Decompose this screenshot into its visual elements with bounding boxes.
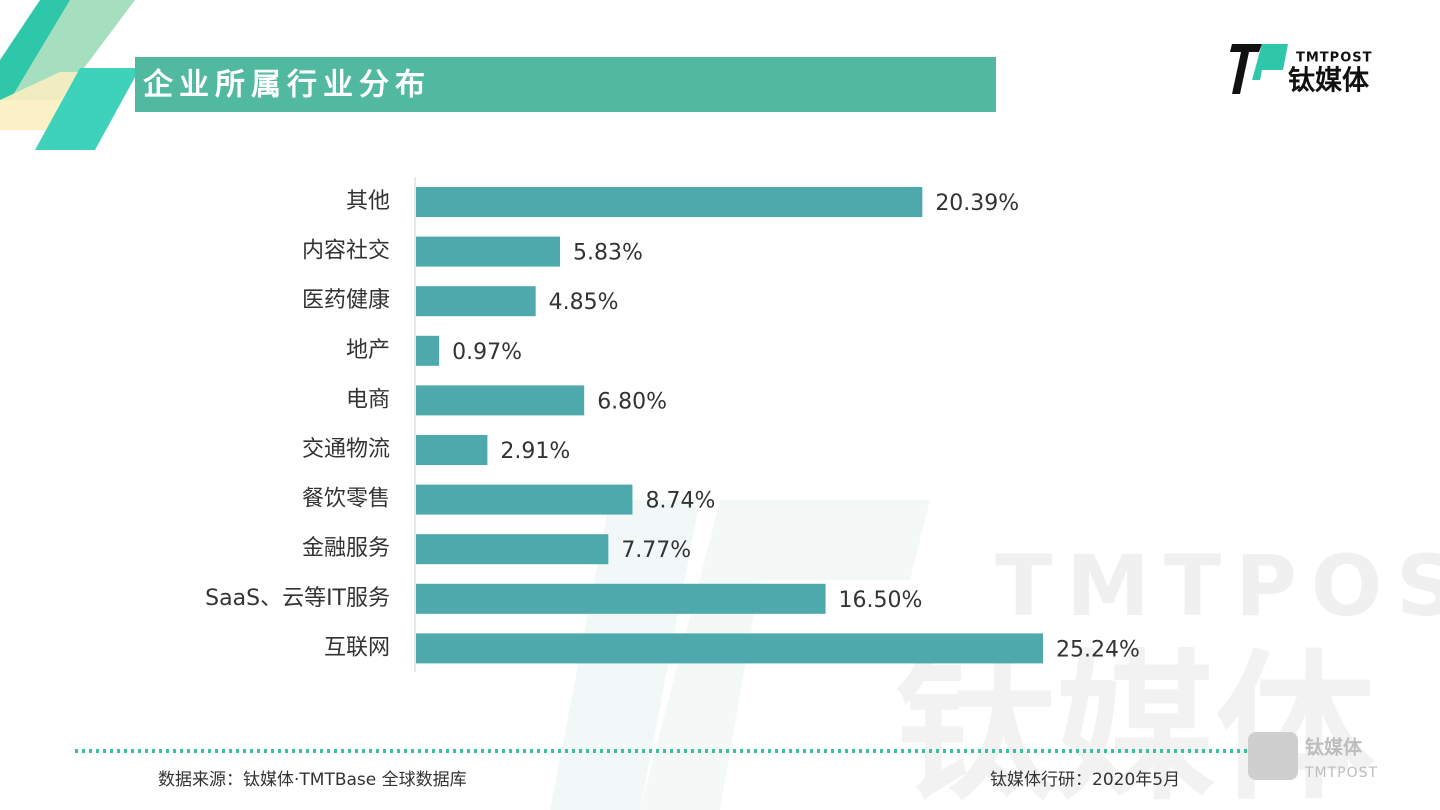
bar (416, 484, 633, 515)
logo-mark (1230, 44, 1262, 94)
category-label: 内容社交 (302, 239, 390, 264)
watermark-cn: 钛媒体 (895, 635, 1375, 810)
value-label: 0.97% (452, 340, 522, 365)
category-label: 地产 (346, 338, 390, 363)
logo-mark (1252, 44, 1288, 80)
category-label: 餐饮零售 (302, 487, 390, 512)
logo-cn: 钛媒体 (1288, 65, 1370, 97)
logo-en: TMTPOST (1296, 51, 1372, 66)
value-label: 25.24% (1056, 637, 1140, 662)
category-label: 金融服务 (302, 536, 390, 561)
category-label: 其他 (346, 189, 390, 214)
value-label: 4.85% (549, 290, 619, 315)
decor (35, 68, 140, 150)
footer-source: 数据来源：钛媒体·TMTBase 全球数据库 (158, 770, 467, 790)
bar (416, 187, 923, 217)
watermark: TMTPOST 钛媒体 (550, 500, 1440, 810)
bar (416, 385, 585, 416)
value-label: 5.83% (573, 241, 643, 266)
bar (416, 236, 561, 267)
value-label: 2.91% (500, 439, 570, 464)
bar (416, 583, 826, 614)
category-label: 医药健康 (302, 288, 390, 313)
value-label: 7.77% (621, 538, 691, 563)
bar (416, 435, 488, 465)
footer-logo-mark (1248, 732, 1298, 780)
watermark-shape (640, 500, 930, 810)
decor (0, 0, 135, 100)
title-banner (135, 57, 996, 112)
bar (416, 633, 1043, 664)
value-label: 16.50% (839, 588, 923, 613)
value-label: 6.80% (597, 389, 667, 414)
category-label: 电商 (346, 387, 390, 412)
chart-title: 企业所属行业分布 (143, 68, 431, 103)
value-label: 8.74% (645, 489, 715, 514)
logo: TMTPOST 钛媒体 (1230, 44, 1372, 97)
decor (0, 0, 70, 100)
bar (416, 335, 440, 366)
category-label: SaaS、云等IT服务 (205, 586, 390, 611)
category-label: 交通物流 (302, 437, 390, 462)
bar (416, 534, 609, 565)
watermark-en: TMTPOST (995, 537, 1440, 635)
category-label: 互联网 (324, 635, 390, 660)
footer-logo-en: TMTPOST (1304, 765, 1378, 781)
bar (416, 286, 536, 317)
footer-logo-cn: 钛媒体 (1305, 736, 1363, 759)
bars: 其他 20.39% 内容社交 5.83% 医药健康 4.85% 地产 0.97% 电商 6.80%… (205, 187, 1140, 664)
footer-credit: 钛媒体行研：2020年5月 (990, 770, 1180, 790)
value-label: 20.39% (935, 191, 1019, 216)
